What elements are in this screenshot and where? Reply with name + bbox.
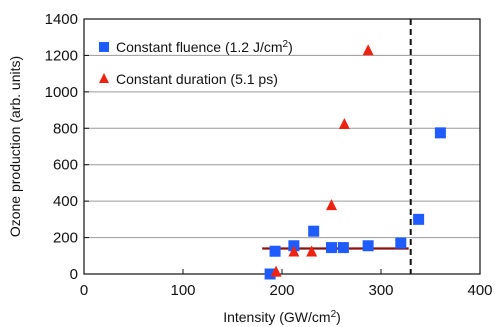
legend-marker-constant-duration: [99, 73, 109, 83]
y-tick-label: 400: [53, 193, 78, 210]
legend-label-constant-duration: Constant duration (5.1 ps): [116, 71, 278, 87]
legend-label-constant-fluence: Constant fluence (1.2 J/cm2): [116, 39, 293, 56]
x-tick-label: 200: [269, 282, 294, 299]
data-point-triangle: [362, 44, 374, 56]
data-point-triangle: [288, 245, 300, 257]
x-tick-label: 100: [170, 282, 195, 299]
y-tick-label: 200: [53, 230, 78, 247]
data-point-square: [337, 242, 349, 254]
data-point-square: [362, 240, 374, 252]
data-point-square: [395, 237, 407, 249]
legend-marker-constant-fluence: [99, 42, 109, 52]
data-point-square: [434, 127, 446, 139]
x-tick-label: 400: [467, 282, 492, 299]
data-point-square: [326, 242, 337, 254]
y-tick-label: 1400: [45, 11, 78, 28]
reference-lines: [262, 19, 412, 274]
y-tick-label: 800: [53, 120, 78, 137]
y-tick-label: 600: [53, 157, 78, 174]
y-tick-label: 1200: [45, 47, 78, 64]
data-point-square: [308, 225, 320, 237]
data-point-triangle: [270, 265, 282, 277]
y-axis-title: Ozone production (arb. units): [7, 56, 23, 237]
legend: Constant fluence (1.2 J/cm2) Constant du…: [99, 39, 293, 87]
data-point-triangle: [306, 245, 318, 257]
plot-frame: [83, 18, 481, 275]
x-axis-title: Intensity (GW/cm2): [223, 309, 341, 326]
data-points: [264, 44, 446, 280]
x-axis-ticks: 0 100 200 300 400: [80, 269, 493, 299]
data-point-triangle: [326, 199, 337, 211]
data-point-square: [413, 213, 425, 225]
y-tick-label: 1000: [45, 84, 78, 101]
grid-lines: [84, 54, 480, 239]
x-tick-label: 0: [80, 282, 88, 299]
data-point-square: [264, 268, 276, 280]
y-axis-ticks: 0 200 400 600 800 1000 1200 1400: [45, 11, 89, 283]
data-point-triangle: [338, 118, 350, 130]
data-point-square: [269, 245, 281, 257]
x-tick-label: 300: [368, 282, 393, 299]
y-tick-label: 0: [70, 266, 78, 283]
